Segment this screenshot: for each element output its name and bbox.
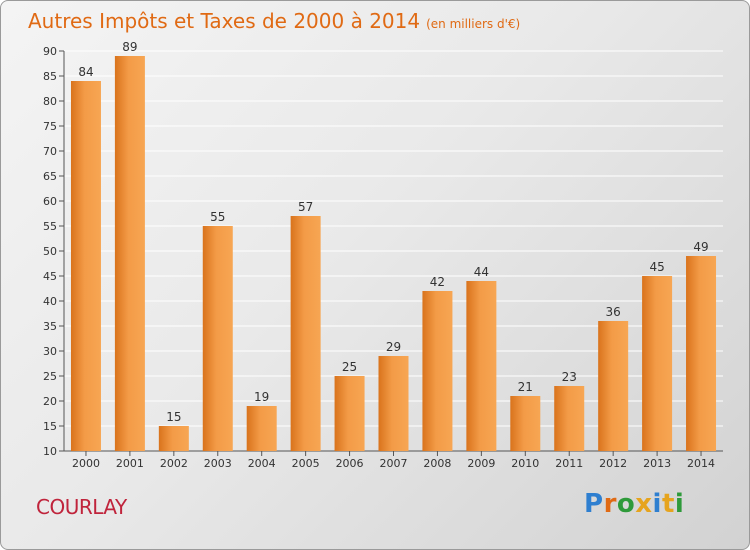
x-tick-label: 2012 <box>599 457 627 470</box>
bar <box>686 256 717 451</box>
data-label: 49 <box>693 240 708 254</box>
bar <box>114 56 145 451</box>
data-label: 29 <box>386 340 401 354</box>
bar <box>598 321 629 451</box>
bar <box>378 356 409 451</box>
x-tick-label: 2007 <box>380 457 408 470</box>
y-tick-label: 25 <box>43 370 57 383</box>
data-label: 55 <box>210 210 225 224</box>
bar <box>554 386 585 451</box>
x-tick-label: 2009 <box>467 457 495 470</box>
y-tick-label: 55 <box>43 220 57 233</box>
bar <box>642 276 673 451</box>
y-tick-label: 60 <box>43 195 57 208</box>
bar <box>334 376 365 451</box>
data-label: 89 <box>122 40 137 54</box>
bar <box>202 226 233 451</box>
x-tick-label: 2001 <box>116 457 144 470</box>
bar <box>466 281 497 451</box>
y-tick-label: 85 <box>43 70 57 83</box>
x-tick-label: 2002 <box>160 457 188 470</box>
x-tick-label: 2013 <box>643 457 671 470</box>
x-tick-label: 2006 <box>336 457 364 470</box>
y-tick-label: 70 <box>43 145 57 158</box>
data-label: 21 <box>518 380 533 394</box>
logo-letter: P <box>584 489 604 519</box>
title-block: Autres Impôts et Taxes de 2000 à 2014 (en… <box>28 9 520 33</box>
x-tick-label: 2008 <box>423 457 451 470</box>
logo-letter: i <box>674 489 685 519</box>
y-tick-label: 15 <box>43 420 57 433</box>
logo-letter: x <box>635 489 653 519</box>
data-labels: 84 89 15 55 19 57 25 29 42 44 21 23 36 45 49 <box>78 40 708 424</box>
x-tick-label: 2003 <box>204 457 232 470</box>
bar <box>290 216 321 451</box>
logo-letter: r <box>603 489 617 519</box>
y-tick-label: 50 <box>43 245 57 258</box>
y-tick-label: 80 <box>43 95 57 108</box>
x-tick-label: 2005 <box>292 457 320 470</box>
bar <box>422 291 453 451</box>
city-name: COURLAY <box>36 495 127 519</box>
bars <box>70 56 717 451</box>
y-tick-label: 20 <box>43 395 57 408</box>
chart-title: Autres Impôts et Taxes de 2000 à 2014 <box>28 9 421 33</box>
y-tick-label: 30 <box>43 345 57 358</box>
x-tick-label: 2004 <box>248 457 276 470</box>
logo-letter: t <box>661 489 675 519</box>
bar <box>158 426 189 451</box>
data-label: 25 <box>342 360 357 374</box>
y-tick-labels: 10 15 20 25 30 35 40 45 50 55 60 65 70 75 80 85 90 <box>43 45 57 458</box>
y-tick-label: 35 <box>43 320 57 333</box>
data-label: 23 <box>562 370 577 384</box>
y-tick-label: 65 <box>43 170 57 183</box>
bar <box>246 406 277 451</box>
chart-subtitle: (en milliers d'€) <box>426 17 521 31</box>
y-tick-label: 45 <box>43 270 57 283</box>
logo-letter: o <box>616 489 636 519</box>
data-label: 44 <box>474 265 489 279</box>
data-label: 42 <box>430 275 445 289</box>
y-tick-label: 40 <box>43 295 57 308</box>
x-tick-label: 2014 <box>687 457 715 470</box>
x-tick-label: 2000 <box>72 457 100 470</box>
y-tick-label: 75 <box>43 120 57 133</box>
x-tick-label: 2010 <box>511 457 539 470</box>
data-label: 36 <box>606 305 621 319</box>
data-label: 57 <box>298 200 313 214</box>
bar <box>510 396 541 451</box>
bar <box>70 81 101 451</box>
data-label: 84 <box>78 65 93 79</box>
x-tick-label: 2011 <box>555 457 583 470</box>
data-label: 15 <box>166 410 181 424</box>
data-label: 45 <box>649 260 664 274</box>
logo-letter: i <box>652 489 662 519</box>
data-label: 19 <box>254 390 269 404</box>
proxiti-logo: Proxiti <box>584 489 684 519</box>
x-tick-labels: 2000 2001 2002 2003 2004 2005 2006 2007 2008 2009… <box>72 451 715 470</box>
y-tick-label: 90 <box>43 45 57 58</box>
y-tick-label: 10 <box>43 445 57 458</box>
